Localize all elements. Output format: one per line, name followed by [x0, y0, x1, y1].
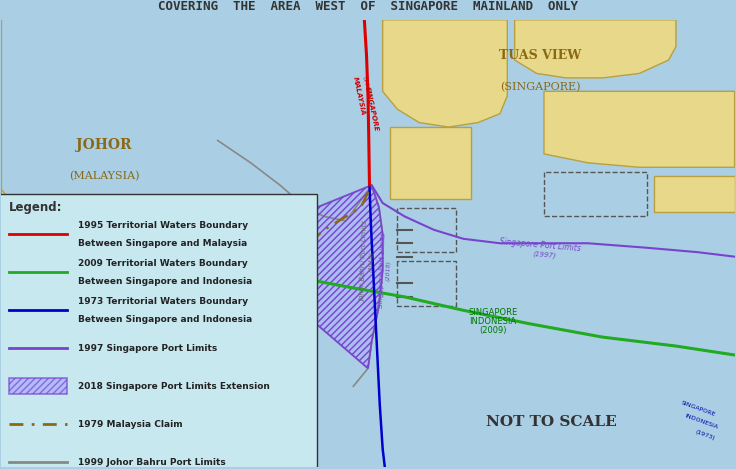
Text: SINGAPORE: SINGAPORE — [468, 308, 517, 317]
Polygon shape — [31, 288, 75, 319]
FancyBboxPatch shape — [0, 194, 316, 469]
Text: Singapore Port Limits: Singapore Port Limits — [499, 237, 581, 254]
Text: SINGAPORE: SINGAPORE — [680, 400, 716, 417]
Text: Johor Bahru Port Limits: Johor Bahru Port Limits — [360, 220, 369, 302]
Polygon shape — [383, 20, 507, 127]
Text: 1999 Johor Bahru Port Limits: 1999 Johor Bahru Port Limits — [78, 458, 226, 467]
Text: 1997 Singapore Port Limits: 1997 Singapore Port Limits — [78, 344, 218, 353]
Text: (1973): (1973) — [695, 430, 716, 441]
Text: (1995): (1995) — [362, 76, 371, 98]
Text: Malaysia Claim: Malaysia Claim — [305, 324, 314, 377]
Text: Between Singapore and Malaysia: Between Singapore and Malaysia — [78, 239, 247, 248]
Text: INDONESIA: INDONESIA — [469, 317, 516, 326]
Polygon shape — [1, 20, 222, 467]
Text: 2018 Singapore Port Limits Extension: 2018 Singapore Port Limits Extension — [78, 382, 270, 391]
Polygon shape — [654, 176, 735, 212]
Text: Between Singapore and Indonesia: Between Singapore and Indonesia — [78, 315, 252, 324]
Text: (1979): (1979) — [311, 340, 316, 361]
Text: (2018): (2018) — [368, 250, 374, 272]
Text: (MALAYSIA): (MALAYSIA) — [68, 171, 139, 182]
Text: MALAYSIA: MALAYSIA — [351, 76, 366, 116]
Text: Singapore Port Limits: Singapore Port Limits — [378, 232, 386, 308]
Text: (2018): (2018) — [386, 259, 392, 280]
Text: TUAS VIEW: TUAS VIEW — [499, 49, 581, 62]
Text: 1973 Territorial Waters Boundary: 1973 Territorial Waters Boundary — [78, 297, 249, 306]
Text: SINGAPORE: SINGAPORE — [364, 86, 379, 132]
Text: COVERING  THE  AREA  WEST  OF  SINGAPORE  MAINLAND  ONLY: COVERING THE AREA WEST OF SINGAPORE MAIN… — [158, 0, 578, 13]
Bar — [9, 378, 68, 394]
Text: Between Singapore and Indonesia: Between Singapore and Indonesia — [78, 277, 252, 286]
Text: JOHOR: JOHOR — [77, 138, 132, 152]
Text: NOT TO SCALE: NOT TO SCALE — [486, 415, 617, 429]
Polygon shape — [544, 91, 735, 167]
Text: 2009 Territorial Waters Boundary: 2009 Territorial Waters Boundary — [78, 259, 248, 268]
Polygon shape — [390, 127, 470, 198]
Text: Legend:: Legend: — [9, 201, 63, 214]
Text: INDONESIA: INDONESIA — [684, 414, 719, 431]
Polygon shape — [514, 20, 676, 78]
Text: 1995 Territorial Waters Boundary: 1995 Territorial Waters Boundary — [78, 221, 249, 230]
Text: (2009): (2009) — [479, 326, 506, 335]
Text: (1997): (1997) — [532, 250, 556, 259]
Text: 1979 Malaysia Claim: 1979 Malaysia Claim — [78, 420, 183, 429]
Polygon shape — [305, 185, 383, 369]
Text: (SINGAPORE): (SINGAPORE) — [500, 82, 581, 92]
